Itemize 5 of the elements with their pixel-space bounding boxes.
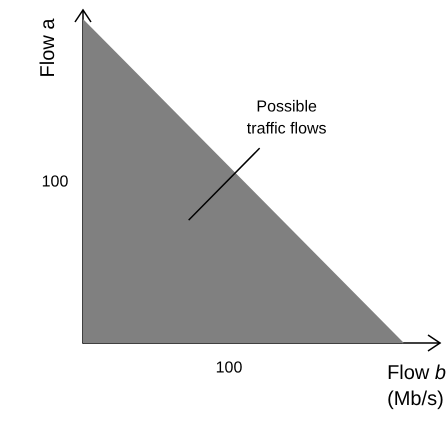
annotation: Possible traffic flows xyxy=(246,98,327,138)
y-axis-title: Flow a xyxy=(37,18,59,78)
text: 100 xyxy=(216,360,242,376)
annotation: 100 xyxy=(42,174,68,190)
x-axis-title: Flow b (Mb/s) xyxy=(387,362,446,410)
